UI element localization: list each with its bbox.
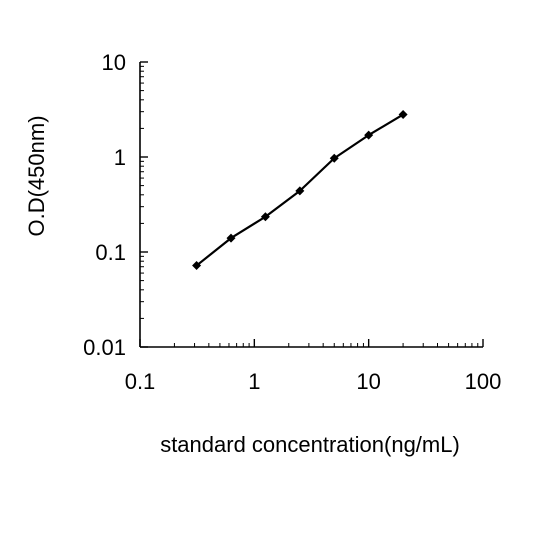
data-point-marker (329, 153, 339, 163)
y-tick-label: 0.1 (95, 240, 126, 265)
data-point-marker (398, 110, 408, 120)
x-tick-label: 1 (248, 369, 260, 394)
y-tick-label: 0.01 (83, 335, 126, 360)
x-axis-title: standard concentration(ng/mL) (160, 432, 460, 457)
plot-area (139, 61, 484, 348)
x-tick-label: 100 (465, 369, 502, 394)
y-tick-label: 1 (114, 145, 126, 170)
data-marks (192, 110, 408, 271)
data-point-marker (364, 130, 374, 140)
y-axis-title: O.D(450nm) (24, 115, 49, 236)
x-tick-label: 10 (356, 369, 380, 394)
tick-labels: 0.01 0.1 1 10 0.1 1 10 100 (83, 50, 501, 394)
data-point-marker (260, 212, 270, 222)
y-tick-label: 10 (102, 50, 126, 75)
x-tick-label: 0.1 (125, 369, 156, 394)
data-point-marker (226, 233, 236, 243)
data-point-marker (192, 261, 202, 271)
data-point-marker (295, 186, 305, 196)
